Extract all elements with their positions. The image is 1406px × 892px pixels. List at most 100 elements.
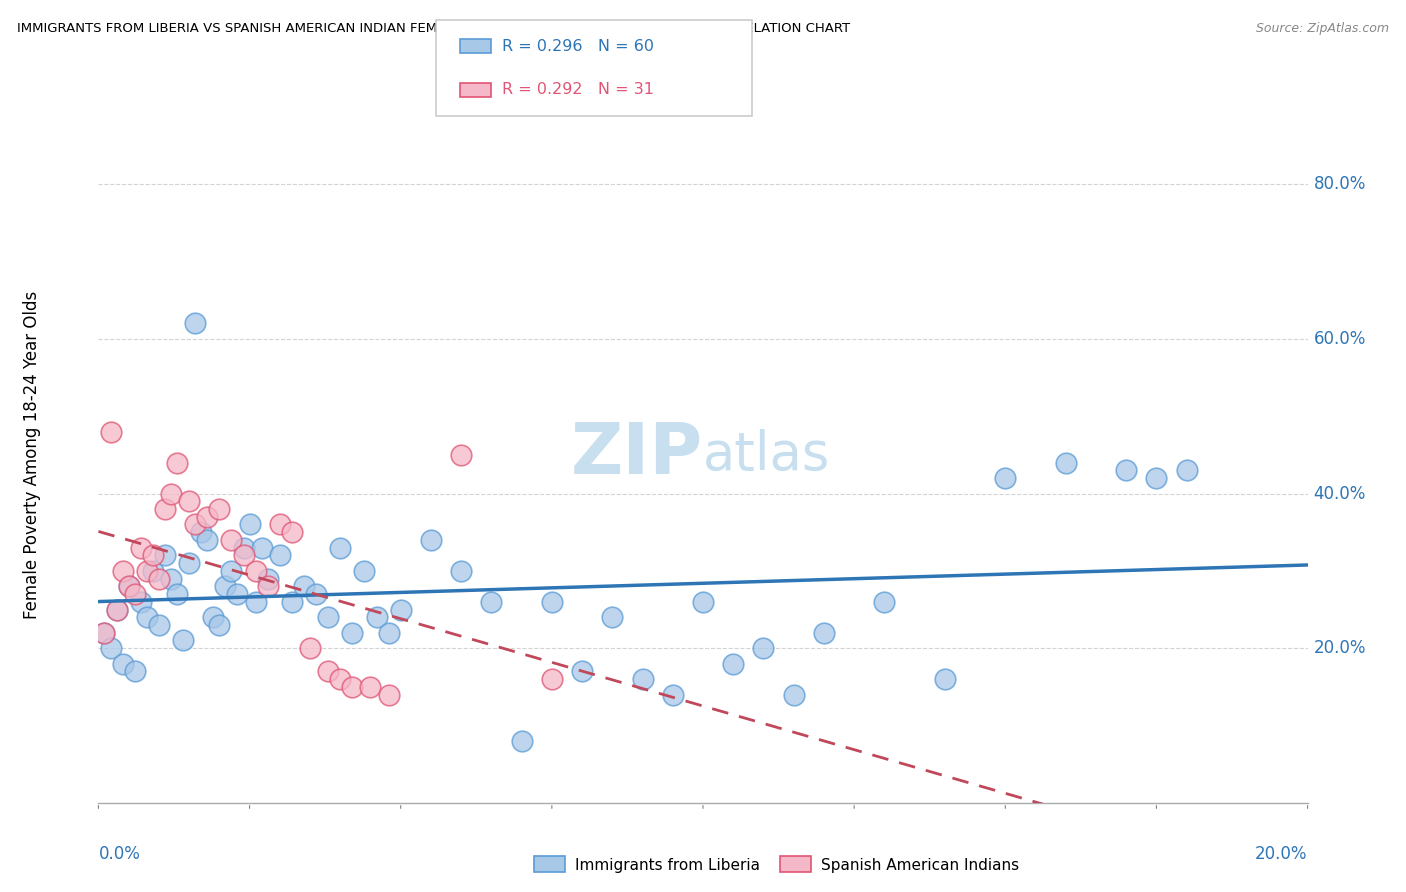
Point <box>813 625 835 640</box>
Point <box>692 595 714 609</box>
Point <box>100 425 122 439</box>
Point <box>124 587 146 601</box>
Point <box>124 665 146 679</box>
Point <box>184 317 207 331</box>
Point <box>342 680 364 694</box>
Point <box>450 448 472 462</box>
Point <box>540 672 562 686</box>
Point <box>184 517 207 532</box>
Point <box>316 665 339 679</box>
Point <box>153 502 176 516</box>
Point <box>281 595 304 609</box>
Point <box>142 564 165 578</box>
Point <box>256 572 278 586</box>
Point <box>292 579 315 593</box>
Text: Female Poverty Among 18-24 Year Olds: Female Poverty Among 18-24 Year Olds <box>22 291 41 619</box>
Text: IMMIGRANTS FROM LIBERIA VS SPANISH AMERICAN INDIAN FEMALE POVERTY AMONG 18-24 YE: IMMIGRANTS FROM LIBERIA VS SPANISH AMERI… <box>17 22 851 36</box>
Point <box>1144 471 1167 485</box>
Point <box>105 602 128 616</box>
Point <box>389 602 412 616</box>
Point <box>1115 463 1137 477</box>
Point <box>148 572 170 586</box>
Point <box>1175 463 1198 477</box>
Point <box>93 625 115 640</box>
Point <box>419 533 441 547</box>
Point <box>269 517 291 532</box>
Point <box>195 509 218 524</box>
Point <box>316 610 339 624</box>
Point <box>166 456 188 470</box>
Point <box>299 641 322 656</box>
Point <box>208 502 231 516</box>
Point <box>281 525 304 540</box>
Point <box>214 579 236 593</box>
Point <box>934 672 956 686</box>
Point <box>721 657 744 671</box>
Point <box>93 625 115 640</box>
Point <box>329 672 352 686</box>
Point <box>782 688 804 702</box>
Text: Spanish American Indians: Spanish American Indians <box>821 858 1019 872</box>
Point <box>377 625 399 640</box>
Point <box>342 625 364 640</box>
Point <box>232 549 254 563</box>
Point <box>366 610 388 624</box>
Point <box>129 595 152 609</box>
Point <box>118 579 141 593</box>
Text: Immigrants from Liberia: Immigrants from Liberia <box>575 858 761 872</box>
Point <box>377 688 399 702</box>
Text: R = 0.292   N = 31: R = 0.292 N = 31 <box>502 82 654 97</box>
Point <box>232 541 254 555</box>
Text: ZIP: ZIP <box>571 420 703 490</box>
Point <box>226 587 249 601</box>
Point <box>540 595 562 609</box>
Point <box>118 579 141 593</box>
Point <box>195 533 218 547</box>
Text: 40.0%: 40.0% <box>1313 484 1367 502</box>
Point <box>190 525 212 540</box>
Point <box>177 494 201 508</box>
Text: R = 0.296   N = 60: R = 0.296 N = 60 <box>502 38 654 54</box>
Point <box>360 680 382 694</box>
Point <box>631 672 654 686</box>
Text: atlas: atlas <box>703 429 831 481</box>
Point <box>129 541 152 555</box>
Point <box>250 541 273 555</box>
Point <box>602 610 624 624</box>
Point <box>177 556 201 570</box>
Point <box>873 595 896 609</box>
Point <box>239 517 262 532</box>
Point <box>353 564 375 578</box>
Point <box>994 471 1017 485</box>
Point <box>208 618 231 632</box>
Point <box>571 665 593 679</box>
Point <box>329 541 352 555</box>
Point <box>245 595 267 609</box>
Point <box>153 549 176 563</box>
Point <box>172 633 194 648</box>
Point <box>148 618 170 632</box>
Point <box>221 533 243 547</box>
Text: 20.0%: 20.0% <box>1313 640 1367 657</box>
Point <box>202 610 225 624</box>
Point <box>142 549 165 563</box>
Point <box>221 564 243 578</box>
Point <box>135 610 157 624</box>
Point <box>510 734 533 748</box>
Point <box>305 587 328 601</box>
Point <box>160 486 183 500</box>
Text: 0.0%: 0.0% <box>98 845 141 863</box>
Point <box>1054 456 1077 470</box>
Point <box>100 641 122 656</box>
Text: 60.0%: 60.0% <box>1313 330 1367 348</box>
Text: Source: ZipAtlas.com: Source: ZipAtlas.com <box>1256 22 1389 36</box>
Point <box>245 564 267 578</box>
Point <box>481 595 503 609</box>
Point <box>450 564 472 578</box>
Point <box>256 579 278 593</box>
Point <box>111 657 134 671</box>
Point <box>269 549 291 563</box>
Point <box>166 587 188 601</box>
Point <box>105 602 128 616</box>
Point <box>160 572 183 586</box>
